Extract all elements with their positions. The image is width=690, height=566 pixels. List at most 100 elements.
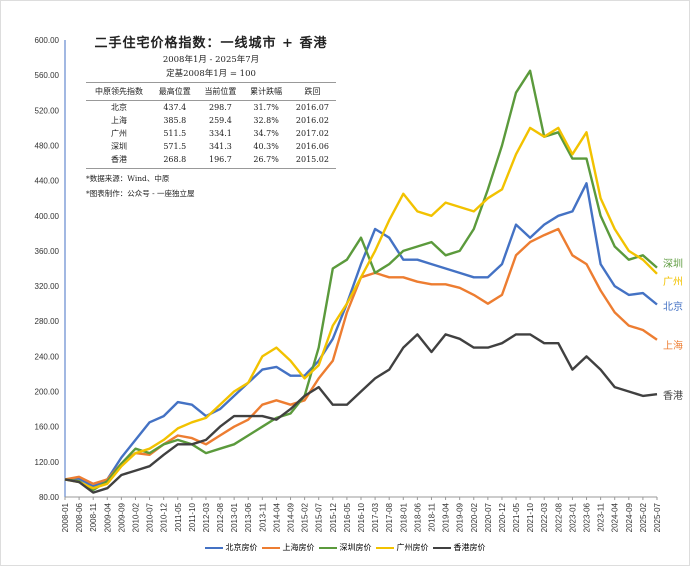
table-cell: 2016.02 [295, 116, 329, 125]
legend-swatch [318, 547, 337, 549]
legend-label: 广州房价 [396, 543, 429, 552]
y-tick-label: 240.00 [35, 352, 60, 361]
col-header: 当前位置 [197, 82, 244, 101]
x-tick-label: 2023-06 [583, 502, 592, 532]
x-tick-label: 2017-03 [371, 502, 380, 532]
table-cell: 2016.07 [295, 103, 329, 112]
x-tick-label: 2016-10 [357, 502, 366, 532]
col-header: 中原领先指数 [86, 82, 152, 101]
x-tick-label: 2017-08 [385, 502, 394, 532]
x-tick-label: 2015-12 [329, 502, 338, 532]
series-line-4 [64, 333, 658, 494]
y-tick-label: 280.00 [35, 317, 60, 326]
x-tick-label: 2025-07 [653, 502, 662, 532]
x-tick-label: 2012-08 [216, 502, 225, 532]
table-cell: 26.7% [243, 153, 289, 169]
table-cell: 香港 [86, 153, 152, 169]
x-tick-label: 2013-06 [244, 502, 253, 532]
x-tick-label: 2009-09 [117, 502, 126, 532]
table-cell: 40.3% [253, 142, 279, 151]
x-tick-label: 2011-10 [188, 502, 197, 531]
table-cell: 2016.06 [295, 142, 329, 151]
table-cell: 437.4 [163, 103, 187, 112]
x-tick-label: 2023-01 [568, 502, 577, 532]
x-tick-label: 2013-01 [230, 502, 239, 532]
x-tick-label: 2019-04 [442, 502, 451, 532]
legend: 北京房价 上海房价 深圳房价 广州房价 香港房价 [0, 542, 690, 553]
x-tick-label: 2024-04 [611, 502, 620, 532]
x-tick-label: 2022-08 [554, 502, 563, 532]
y-tick-label: 320.00 [35, 282, 60, 291]
y-tick-label: 520.00 [35, 106, 60, 115]
legend-item: 上海房价 [261, 543, 315, 552]
y-tick-label: 200.00 [35, 388, 60, 397]
x-tick-label: 2021-05 [512, 502, 521, 532]
x-tick-label: 2013-11 [258, 502, 267, 531]
table-cell: 334.1 [208, 129, 232, 138]
credit-note: *图表制作：公众号 - 一座独立屋 [86, 189, 195, 198]
table-cell: 385.8 [163, 116, 187, 125]
col-header: 跌回 [288, 82, 336, 101]
legend-swatch [375, 547, 394, 549]
table-cell: 深圳 [110, 142, 127, 151]
table-cell: 259.4 [208, 116, 232, 125]
col-header: 最高位置 [151, 82, 198, 101]
x-tick-label: 2018-11 [427, 502, 436, 531]
table-row: 香港 268.8 196.7 26.7% 2015.02 [86, 153, 336, 169]
series-end-label: 北京 [663, 301, 683, 313]
x-tick-label: 2015-02 [301, 502, 310, 532]
y-tick-label: 560.00 [35, 71, 60, 80]
legend-item: 香港房价 [432, 543, 486, 552]
x-tick-label: 2025-02 [639, 502, 648, 532]
table-cell: 511.5 [163, 129, 187, 138]
x-tick-label: 2010-12 [160, 502, 169, 532]
table-cell: 32.8% [253, 116, 279, 125]
x-tick-label: 2023-11 [597, 502, 606, 531]
x-tick-label: 2024-09 [625, 502, 634, 532]
legend-label: 北京房价 [225, 543, 258, 552]
table-row: 北京 437.4 298.7 31.7% 2016.07 [86, 101, 336, 115]
y-tick-label: 120.00 [35, 458, 60, 467]
x-tick-label: 2020-12 [498, 502, 507, 532]
chart-subtitle: 2008年1月 - 2025年7月 [162, 55, 260, 65]
series-end-label: 广州 [663, 276, 683, 288]
x-tick-label: 2008-06 [75, 502, 84, 532]
table-row: 上海 385.8 259.4 32.8% 2016.02 [86, 114, 336, 127]
y-tick-label: 600.00 [35, 36, 60, 45]
x-tick-label: 2018-01 [399, 502, 408, 532]
series-end-label: 香港 [663, 391, 683, 403]
x-tick-label: 2021-10 [526, 502, 535, 532]
legend-item: 广州房价 [375, 543, 429, 552]
y-tick-label: 440.00 [35, 177, 60, 186]
x-tick-label: 2012-03 [202, 502, 211, 532]
x-tick-label: 2022-03 [540, 502, 549, 532]
table-cell: 268.8 [151, 153, 198, 169]
y-tick-label: 160.00 [35, 423, 60, 432]
legend-label: 香港房价 [453, 543, 486, 552]
legend-swatch [432, 547, 451, 549]
x-tick-label: 2011-05 [174, 502, 183, 531]
y-tick-label: 400.00 [35, 212, 60, 221]
x-tick-label: 2016-05 [343, 502, 352, 532]
x-tick-label: 2010-02 [131, 502, 140, 532]
info-panel: 二手住宅价格指数：一线城市 + 香港 2008年1月 - 2025年7月 定基2… [86, 32, 336, 199]
legend-item: 深圳房价 [318, 543, 372, 552]
x-tick-label: 2015-07 [315, 502, 324, 532]
table-cell: 571.5 [163, 142, 187, 151]
table-cell: 北京 [110, 103, 127, 112]
table-row: 广州 511.5 334.1 34.7% 2017.02 [86, 127, 336, 140]
x-tick-label: 2008-11 [89, 502, 98, 531]
table-cell: 298.7 [208, 103, 232, 112]
x-tick-label: 2014-04 [272, 502, 281, 532]
table-cell: 2015.02 [288, 153, 336, 169]
x-tick-label: 2008-01 [61, 502, 70, 532]
x-tick-label: 2019-09 [456, 502, 465, 532]
series-line-0 [64, 182, 658, 488]
table-cell: 上海 [110, 116, 127, 125]
y-tick-label: 80.00 [39, 493, 60, 502]
summary-table: 中原领先指数 最高位置 当前位置 累计跌幅 跌回 北京 437.4 298.7 31.… [86, 82, 336, 169]
table-cell: 34.7% [253, 129, 279, 138]
x-tick-label: 2020-02 [470, 502, 479, 532]
chart-title: 二手住宅价格指数：一线城市 + 香港 [94, 36, 328, 51]
source-note: *数据来源：Wind、中原 [86, 174, 170, 183]
